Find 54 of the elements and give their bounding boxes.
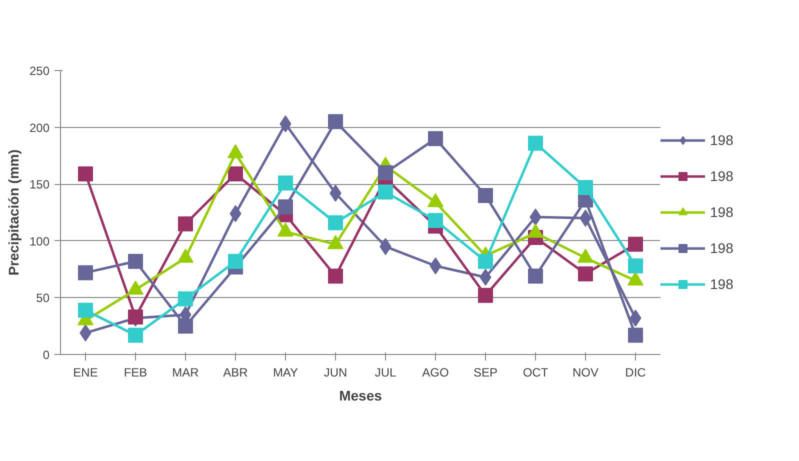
x-tick-label: NOV — [572, 366, 599, 380]
point — [78, 166, 93, 182]
y-tick-label: 50 — [36, 291, 50, 306]
point — [328, 268, 343, 284]
y-tick-label: 100 — [29, 234, 50, 248]
legend-label: 198 — [710, 240, 734, 256]
legend-label: 198 — [710, 204, 734, 220]
point — [228, 166, 243, 182]
x-tick-label: JUL — [374, 366, 396, 380]
y-tick-label: 250 — [29, 64, 50, 78]
x-tick-label: DIC — [625, 366, 646, 380]
point — [428, 131, 443, 146]
y-axis-title: Precipitación (mm) — [5, 149, 22, 276]
point — [328, 114, 343, 130]
point — [128, 328, 143, 343]
point — [578, 266, 593, 282]
point — [478, 288, 493, 303]
point — [378, 184, 393, 200]
x-tick-label: ABR — [223, 366, 248, 380]
point — [278, 175, 293, 190]
x-tick-label: OCT — [522, 366, 549, 380]
legend-label: 198 — [710, 168, 734, 184]
y-tick-label: 200 — [29, 120, 50, 135]
y-tick-label: 150 — [29, 178, 50, 192]
legend-label: 198 — [710, 276, 734, 292]
y-tick-label: 0 — [42, 348, 50, 362]
x-tick-label: MAY — [272, 366, 298, 380]
point — [78, 265, 93, 280]
point — [478, 254, 493, 269]
x-tick-label: JUN — [324, 366, 348, 380]
point — [628, 258, 643, 274]
point — [528, 268, 543, 284]
legend-label: 198 — [710, 132, 734, 148]
point — [478, 188, 493, 203]
point — [328, 215, 343, 230]
point — [428, 212, 443, 228]
point — [528, 136, 543, 151]
x-tick-label: FEB — [124, 366, 148, 380]
x-tick-label: AGO — [422, 366, 449, 380]
point — [178, 216, 193, 232]
point — [178, 318, 193, 334]
point — [178, 291, 193, 306]
point — [278, 199, 293, 214]
point — [78, 302, 93, 318]
point — [628, 236, 643, 252]
x-tick-label: MAR — [172, 366, 200, 380]
x-tick-label: ENE — [73, 366, 98, 380]
point — [228, 254, 243, 269]
point — [628, 328, 643, 343]
point — [578, 180, 593, 196]
x-tick-label: SEP — [473, 366, 498, 380]
point — [128, 254, 143, 269]
x-axis-title: Meses — [339, 388, 382, 404]
point — [378, 165, 393, 180]
